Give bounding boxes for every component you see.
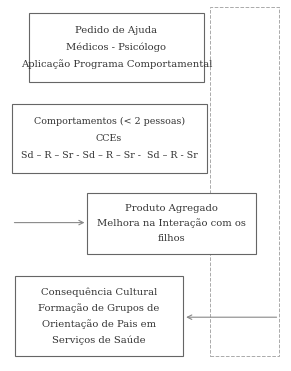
Text: Comportamentos (< 2 pessoas): Comportamentos (< 2 pessoas): [33, 116, 185, 126]
Text: Sd – R – Sr - Sd – R – Sr -  Sd – R - Sr: Sd – R – Sr - Sd – R – Sr - Sd – R - Sr: [21, 151, 198, 160]
Text: Aplicação Programa Comportamental: Aplicação Programa Comportamental: [21, 60, 212, 69]
Text: Consequência Cultural: Consequência Cultural: [41, 288, 157, 297]
Text: Orientação de Pais em: Orientação de Pais em: [42, 319, 156, 329]
Text: Serviços de Saúde: Serviços de Saúde: [52, 335, 146, 345]
Text: filhos: filhos: [158, 234, 185, 243]
Text: Pedido de Ajuda: Pedido de Ajuda: [75, 26, 157, 35]
Text: Melhora na Interação com os: Melhora na Interação com os: [97, 219, 246, 229]
Text: Formação de Grupos de: Formação de Grupos de: [38, 303, 160, 313]
Bar: [29, 13, 204, 82]
Text: Médicos - Psicólogo: Médicos - Psicólogo: [66, 43, 166, 52]
Bar: [210, 7, 279, 356]
Bar: [15, 276, 183, 356]
Bar: [12, 104, 207, 173]
Text: Produto Agregado: Produto Agregado: [125, 204, 218, 213]
Bar: [87, 193, 256, 254]
Text: CCEs: CCEs: [96, 134, 122, 143]
